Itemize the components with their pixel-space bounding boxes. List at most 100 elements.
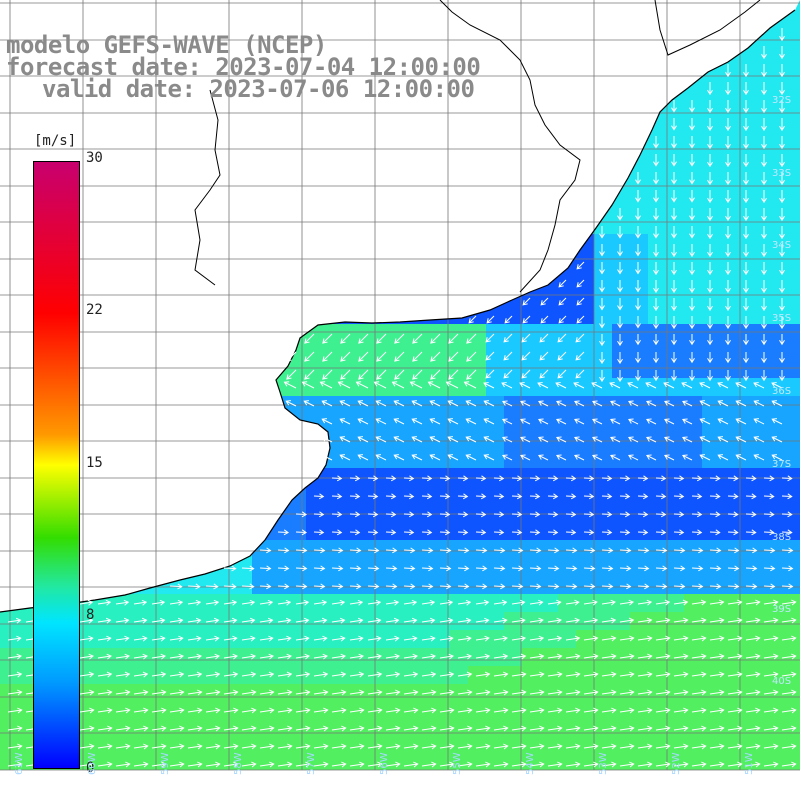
- field-cell: [594, 756, 613, 770]
- field-cell: [558, 108, 577, 127]
- wind-arrow: [321, 436, 333, 443]
- field-cell: [774, 234, 793, 253]
- wind-arrow: [779, 154, 785, 168]
- field-cell: [756, 288, 775, 307]
- field-cell: [414, 558, 433, 577]
- wind-arrow: [313, 743, 329, 750]
- wind-arrow: [403, 671, 419, 678]
- field-cell: [504, 180, 523, 199]
- field-cell: [666, 360, 685, 379]
- field-cell: [792, 612, 800, 631]
- wind-arrow: [763, 475, 775, 482]
- wind-arrow: [617, 226, 623, 239]
- field-cell: [702, 252, 721, 271]
- field-cell: [486, 306, 505, 325]
- wind-arrow: [761, 334, 767, 346]
- field-cell: [144, 504, 163, 523]
- field-cell: [90, 504, 109, 523]
- field-cell: [450, 558, 469, 577]
- field-cell: [468, 396, 487, 415]
- field-cell: [576, 198, 595, 217]
- field-cell: [180, 162, 199, 181]
- wind-arrow: [781, 707, 797, 714]
- wind-arrow: [447, 400, 459, 407]
- wind-arrow: [277, 565, 290, 572]
- wind-arrow: [357, 454, 369, 461]
- wind-arrow: [285, 400, 297, 407]
- wind-arrow: [619, 653, 635, 660]
- wind-arrow: [259, 743, 275, 750]
- field-cell: [540, 36, 559, 55]
- field-cell: [612, 18, 631, 37]
- field-cell: [90, 198, 109, 217]
- field-cell: [738, 540, 757, 559]
- field-cell: [792, 558, 800, 577]
- wind-arrow: [457, 599, 472, 606]
- field-cell: [90, 126, 109, 145]
- wind-arrow: [779, 82, 785, 96]
- wind-arrow: [653, 226, 659, 239]
- field-cell: [450, 468, 469, 487]
- wind-arrow: [779, 118, 785, 132]
- field-cell: [468, 576, 487, 595]
- wind-arrow: [465, 400, 477, 407]
- wind-arrow: [725, 154, 731, 168]
- field-cell: [792, 126, 800, 145]
- wind-arrow: [617, 334, 623, 347]
- field-cell: [540, 144, 559, 163]
- field-cell: [396, 450, 415, 469]
- field-cell: [414, 288, 433, 307]
- wind-arrow: [637, 583, 650, 590]
- wind-arrow: [502, 436, 513, 443]
- field-cell: [144, 468, 163, 487]
- wind-arrow: [367, 653, 382, 660]
- field-cell: [108, 306, 127, 325]
- field-cell: [162, 576, 181, 595]
- field-cell: [234, 234, 253, 253]
- field-cell: [432, 450, 451, 469]
- field-cell: [414, 162, 433, 181]
- field-cell: [198, 252, 217, 271]
- field-cell: [720, 324, 739, 343]
- field-cell: [576, 540, 595, 559]
- wind-arrow: [169, 671, 185, 678]
- field-cell: [306, 558, 325, 577]
- field-cell: [612, 576, 631, 595]
- field-cell: [666, 54, 685, 73]
- colorbar-tick-30: 30: [86, 150, 103, 166]
- wind-arrow: [394, 351, 405, 362]
- field-cell: [684, 144, 703, 163]
- field-cell: [666, 108, 685, 127]
- lon-label: 61W: [14, 752, 25, 775]
- field-cell: [0, 288, 19, 307]
- field-cell: [612, 36, 631, 55]
- wind-arrow: [576, 261, 585, 270]
- wind-arrow: [493, 511, 505, 518]
- field-cell: [756, 432, 775, 451]
- wind-arrow: [475, 689, 491, 696]
- wind-arrow: [286, 351, 297, 362]
- field-cell: [198, 306, 217, 325]
- field-cell: [144, 288, 163, 307]
- field-cell: [378, 342, 397, 361]
- field-cell: [162, 198, 181, 217]
- field-cell: [468, 144, 487, 163]
- field-cell: [126, 306, 145, 325]
- wind-arrow: [429, 418, 441, 425]
- field-cell: [504, 324, 523, 343]
- field-cell: [342, 432, 361, 451]
- wind-arrow: [115, 635, 130, 642]
- wind-arrow: [205, 635, 220, 642]
- field-cell: [522, 756, 541, 770]
- field-cell: [666, 558, 685, 577]
- field-cell: [216, 108, 235, 127]
- coastline: [0, 0, 796, 613]
- field-cell: [612, 360, 631, 379]
- wind-arrow: [133, 599, 148, 606]
- field-cell: [756, 360, 775, 379]
- field-cell: [774, 18, 793, 37]
- field-cell: [306, 108, 325, 127]
- wind-arrow: [295, 635, 310, 642]
- wind-arrow: [709, 547, 722, 554]
- field-cell: [108, 144, 127, 163]
